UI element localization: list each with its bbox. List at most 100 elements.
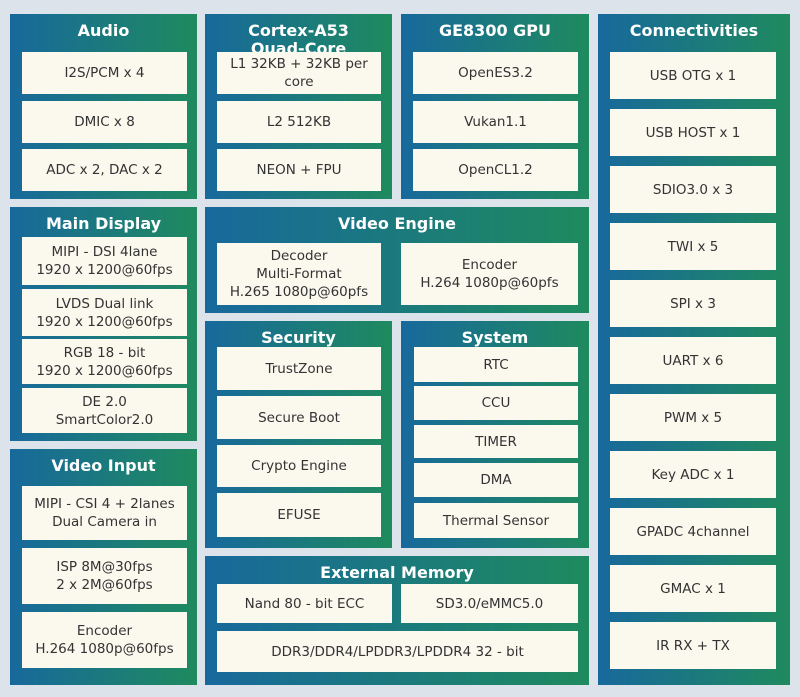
feature-text: DMA xyxy=(480,472,512,488)
feature-text: TIMER xyxy=(475,433,517,450)
feature-box: Secure Boot xyxy=(217,396,381,439)
feature-box: SD3.0/eMMC5.0 xyxy=(401,584,578,623)
title-line: Main Display xyxy=(45,214,162,233)
feature-text: NEON + FPU xyxy=(256,162,342,178)
block: GE8300 GPU OpenES3.2 Vukan1.1 OpenCL1.2 xyxy=(401,14,589,199)
feature-box: DMA xyxy=(414,463,578,497)
block-title: GE8300 GPU xyxy=(401,22,589,40)
title-line: Video Engine xyxy=(338,214,456,233)
block: Security TrustZone Secure Boot Crypto Engin… xyxy=(205,321,392,548)
feature-text: TrustZone xyxy=(265,360,333,377)
feature-box: TrustZone xyxy=(217,347,381,390)
feature-text: Nand 80 - bit ECC xyxy=(244,595,365,612)
feature-text: H.265 1080p@60pfs xyxy=(229,284,369,300)
feature-text: RGB 18 - bit xyxy=(63,344,146,361)
feature-text: GPADC 4channel xyxy=(636,523,750,540)
feature-box: I2S/PCM x 4 xyxy=(22,52,187,94)
feature-box: TIMER xyxy=(414,425,578,458)
feature-box: Nand 80 - bit ECC xyxy=(217,584,392,623)
feature-text: Dual Camera in xyxy=(52,514,157,530)
feature-text: USB HOST x 1 xyxy=(645,124,741,141)
block: Main Display MIPI - DSI 4lane 1920 x 1200@… xyxy=(10,207,197,441)
feature-text: ISP 8M@30fps xyxy=(56,559,153,575)
feature-text: PWM x 5 xyxy=(663,409,723,426)
feature-box: Key ADC x 1 xyxy=(610,451,776,498)
feature-box: USB HOST x 1 xyxy=(610,109,776,156)
title-line: Connectivities xyxy=(629,21,759,40)
feature-text: L2 512KB xyxy=(266,114,332,130)
feature-text: CCU xyxy=(481,395,511,411)
feature-box: TWI x 5 xyxy=(610,223,776,270)
title-line: System xyxy=(461,328,529,347)
feature-text: Vukan1.1 xyxy=(464,114,527,130)
feature-box: DDR3/DDR4/LPDDR3/LPDDR4 32 - bit xyxy=(217,631,578,672)
feature-box: PWM x 5 xyxy=(610,394,776,441)
feature-box: SDIO3.0 x 3 xyxy=(610,166,776,213)
feature-text: EFUSE xyxy=(277,507,321,523)
feature-text: 1920 x 1200@60fps xyxy=(36,262,173,278)
feature-box: Thermal Sensor xyxy=(414,503,578,538)
feature-box: RGB 18 - bit 1920 x 1200@60fps xyxy=(22,339,187,384)
feature-box: USB OTG x 1 xyxy=(610,52,776,99)
feature-box: Vukan1.1 xyxy=(413,101,578,143)
block-title: Security xyxy=(205,329,392,347)
feature-box: LVDS Dual link 1920 x 1200@60fps xyxy=(22,289,187,336)
feature-text: SD3.0/eMMC5.0 xyxy=(435,595,544,612)
title-line: Security xyxy=(261,328,336,347)
title-line: GE8300 GPU xyxy=(438,21,551,40)
title-line: External Memory xyxy=(320,563,474,582)
feature-text: DDR3/DDR4/LPDDR3/LPDDR4 32 - bit xyxy=(271,643,524,660)
block-title: Video Input xyxy=(10,457,197,475)
feature-text: OpenCL1.2 xyxy=(458,162,533,178)
feature-text: I2S/PCM x 4 xyxy=(64,65,145,81)
feature-text: GMAC x 1 xyxy=(660,580,726,597)
feature-box: GPADC 4channel xyxy=(610,508,776,555)
feature-text: OpenES3.2 xyxy=(458,65,533,81)
feature-box: GMAC x 1 xyxy=(610,565,776,612)
block: Video Engine Decoder Multi-Format H.265 108… xyxy=(205,207,589,313)
feature-box: Encoder H.264 1080p@60fps xyxy=(22,612,187,668)
feature-text: ADC x 2, DAC x 2 xyxy=(46,162,163,178)
feature-box: L1 32KB + 32KB per core xyxy=(217,52,381,94)
feature-text: USB OTG x 1 xyxy=(649,67,737,84)
feature-box: MIPI - CSI 4 + 2lanes Dual Camera in xyxy=(22,486,187,540)
feature-text: SDIO3.0 x 3 xyxy=(652,181,734,198)
feature-text: Key ADC x 1 xyxy=(651,466,735,483)
block: Audio I2S/PCM x 4 DMIC x 8 ADC x 2, DAC x 2 xyxy=(10,14,197,199)
feature-box: ISP 8M@30fps 2 x 2M@60fps xyxy=(22,548,187,604)
title-line: Cortex-A53 xyxy=(248,21,349,40)
feature-text: MIPI - DSI 4lane xyxy=(51,244,158,260)
block-title: System xyxy=(401,329,589,347)
feature-box: SPI x 3 xyxy=(610,280,776,327)
feature-text: DE 2.0 xyxy=(82,393,127,410)
feature-text: Secure Boot xyxy=(258,409,340,426)
feature-box: Encoder H.264 1080p@60pfs xyxy=(401,243,578,305)
block: System RTC CCU TIMER DMA Thermal Sensor xyxy=(401,321,589,548)
feature-box: CCU xyxy=(414,386,578,420)
block: Video Input MIPI - CSI 4 + 2lanes Dual Cam… xyxy=(10,449,197,685)
feature-text: SPI x 3 xyxy=(670,295,716,312)
title-line: Video Input xyxy=(51,456,156,475)
feature-text: UART x 6 xyxy=(662,352,724,369)
feature-text: TWI x 5 xyxy=(667,238,719,255)
feature-box: EFUSE xyxy=(217,493,381,537)
feature-box: UART x 6 xyxy=(610,337,776,384)
feature-box: OpenES3.2 xyxy=(413,52,578,94)
block-title: Audio xyxy=(10,22,197,40)
feature-text: SmartColor2.0 xyxy=(55,411,154,428)
feature-text: Multi-Format xyxy=(256,266,342,282)
block-title: Video Engine xyxy=(205,215,589,233)
feature-box: OpenCL1.2 xyxy=(413,149,578,191)
feature-text: H.264 1080p@60pfs xyxy=(420,275,559,291)
feature-text: 1920 x 1200@60fps xyxy=(36,362,173,379)
block-title: External Memory xyxy=(205,564,589,582)
feature-text: Thermal Sensor xyxy=(442,512,550,529)
feature-box: NEON + FPU xyxy=(217,149,381,191)
feature-box: Crypto Engine xyxy=(217,445,381,487)
feature-box: Decoder Multi-Format H.265 1080p@60pfs xyxy=(217,243,381,305)
feature-box: DE 2.0 SmartColor2.0 xyxy=(22,388,187,433)
feature-text: Decoder xyxy=(270,248,328,264)
feature-box: DMIC x 8 xyxy=(22,101,187,143)
feature-text: LVDS Dual link xyxy=(55,295,154,312)
